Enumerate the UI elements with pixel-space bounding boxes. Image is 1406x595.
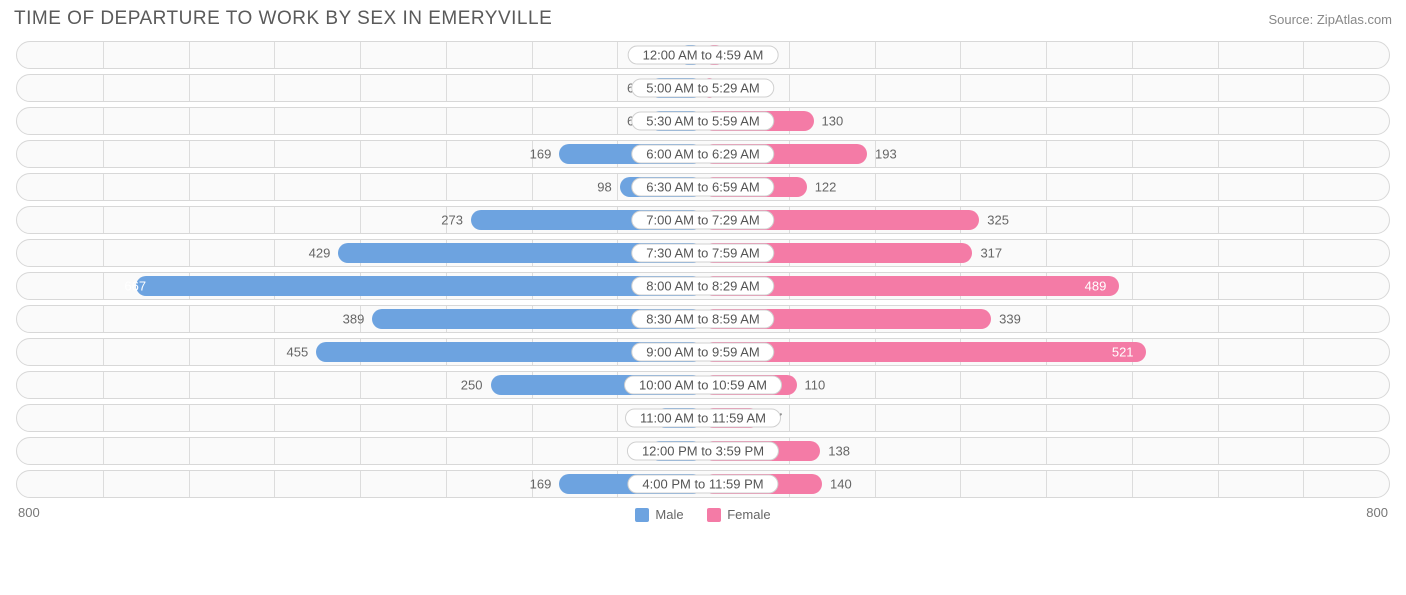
chart-row: 292712:00 AM to 4:59 AM	[16, 41, 1390, 69]
value-male: 667	[124, 279, 146, 294]
chart-row: 6313812:00 PM to 3:59 PM	[16, 437, 1390, 465]
value-male: 455	[287, 345, 309, 360]
value-male: 429	[309, 246, 331, 261]
row-time-label: 4:00 PM to 11:59 PM	[627, 475, 778, 494]
value-male: 273	[441, 213, 463, 228]
legend-female: Female	[707, 507, 770, 522]
bar-male	[136, 276, 703, 296]
row-time-label: 6:00 AM to 6:29 AM	[631, 145, 774, 164]
value-female: 317	[980, 246, 1002, 261]
chart-row: 566711:00 AM to 11:59 AM	[16, 404, 1390, 432]
value-male: 169	[530, 147, 552, 162]
row-time-label: 10:00 AM to 10:59 AM	[624, 376, 782, 395]
value-female: 325	[987, 213, 1009, 228]
legend-label-male: Male	[655, 507, 683, 522]
legend: Male Female	[625, 505, 780, 525]
row-time-label: 5:00 AM to 5:29 AM	[631, 79, 774, 98]
chart-source: Source: ZipAtlas.com	[1268, 12, 1392, 27]
chart-row: 98 122 6:30 AM to 6:59 AM	[16, 173, 1390, 201]
row-time-label: 7:30 AM to 7:59 AM	[631, 244, 774, 263]
value-male: 98	[597, 180, 611, 195]
axis-left-max: 800	[18, 505, 40, 525]
axis-right-max: 800	[1366, 505, 1388, 525]
chart-row: 63155:00 AM to 5:29 AM	[16, 74, 1390, 102]
value-female: 193	[875, 147, 897, 162]
row-time-label: 12:00 AM to 4:59 AM	[628, 46, 779, 65]
row-time-label: 8:00 AM to 8:29 AM	[631, 277, 774, 296]
chart-row: 455 521 9:00 AM to 9:59 AM	[16, 338, 1390, 366]
row-time-label: 7:00 AM to 7:29 AM	[631, 211, 774, 230]
legend-swatch-male	[635, 508, 649, 522]
value-female: 122	[815, 180, 837, 195]
value-female: 140	[830, 477, 852, 492]
chart-row: 273 325 7:00 AM to 7:29 AM	[16, 206, 1390, 234]
chart-row: 429 317 7:30 AM to 7:59 AM	[16, 239, 1390, 267]
row-time-label: 6:30 AM to 6:59 AM	[631, 178, 774, 197]
row-time-label: 12:00 PM to 3:59 PM	[627, 442, 779, 461]
value-female: 489	[1085, 279, 1107, 294]
legend-male: Male	[635, 507, 683, 522]
value-male: 250	[461, 378, 483, 393]
chart-header: TIME OF DEPARTURE TO WORK BY SEX IN EMER…	[10, 8, 1396, 36]
legend-label-female: Female	[727, 507, 770, 522]
value-female: 521	[1112, 345, 1134, 360]
chart-row: 667 489 8:00 AM to 8:29 AM	[16, 272, 1390, 300]
chart-row: 250 110 10:00 AM to 10:59 AM	[16, 371, 1390, 399]
diverging-bar-chart: 292712:00 AM to 4:59 AM 63155:00 AM to 5:…	[10, 41, 1396, 498]
value-male: 389	[343, 312, 365, 327]
legend-swatch-female	[707, 508, 721, 522]
row-time-label: 9:00 AM to 9:59 AM	[631, 343, 774, 362]
value-male: 169	[530, 477, 552, 492]
row-time-label: 11:00 AM to 11:59 AM	[625, 409, 781, 428]
chart-title: TIME OF DEPARTURE TO WORK BY SEX IN EMER…	[14, 8, 552, 30]
chart-row: 169 193 6:00 AM to 6:29 AM	[16, 140, 1390, 168]
row-time-label: 8:30 AM to 8:59 AM	[631, 310, 774, 329]
axis-labels: 800 Male Female 800	[10, 503, 1396, 525]
chart-row: 169 140 4:00 PM to 11:59 PM	[16, 470, 1390, 498]
value-female: 138	[828, 444, 850, 459]
chart-row: 631305:30 AM to 5:59 AM	[16, 107, 1390, 135]
value-female: 110	[805, 378, 826, 393]
chart-row: 389 339 8:30 AM to 8:59 AM	[16, 305, 1390, 333]
value-female: 339	[999, 312, 1021, 327]
value-female: 130	[822, 114, 844, 129]
row-time-label: 5:30 AM to 5:59 AM	[631, 112, 774, 131]
